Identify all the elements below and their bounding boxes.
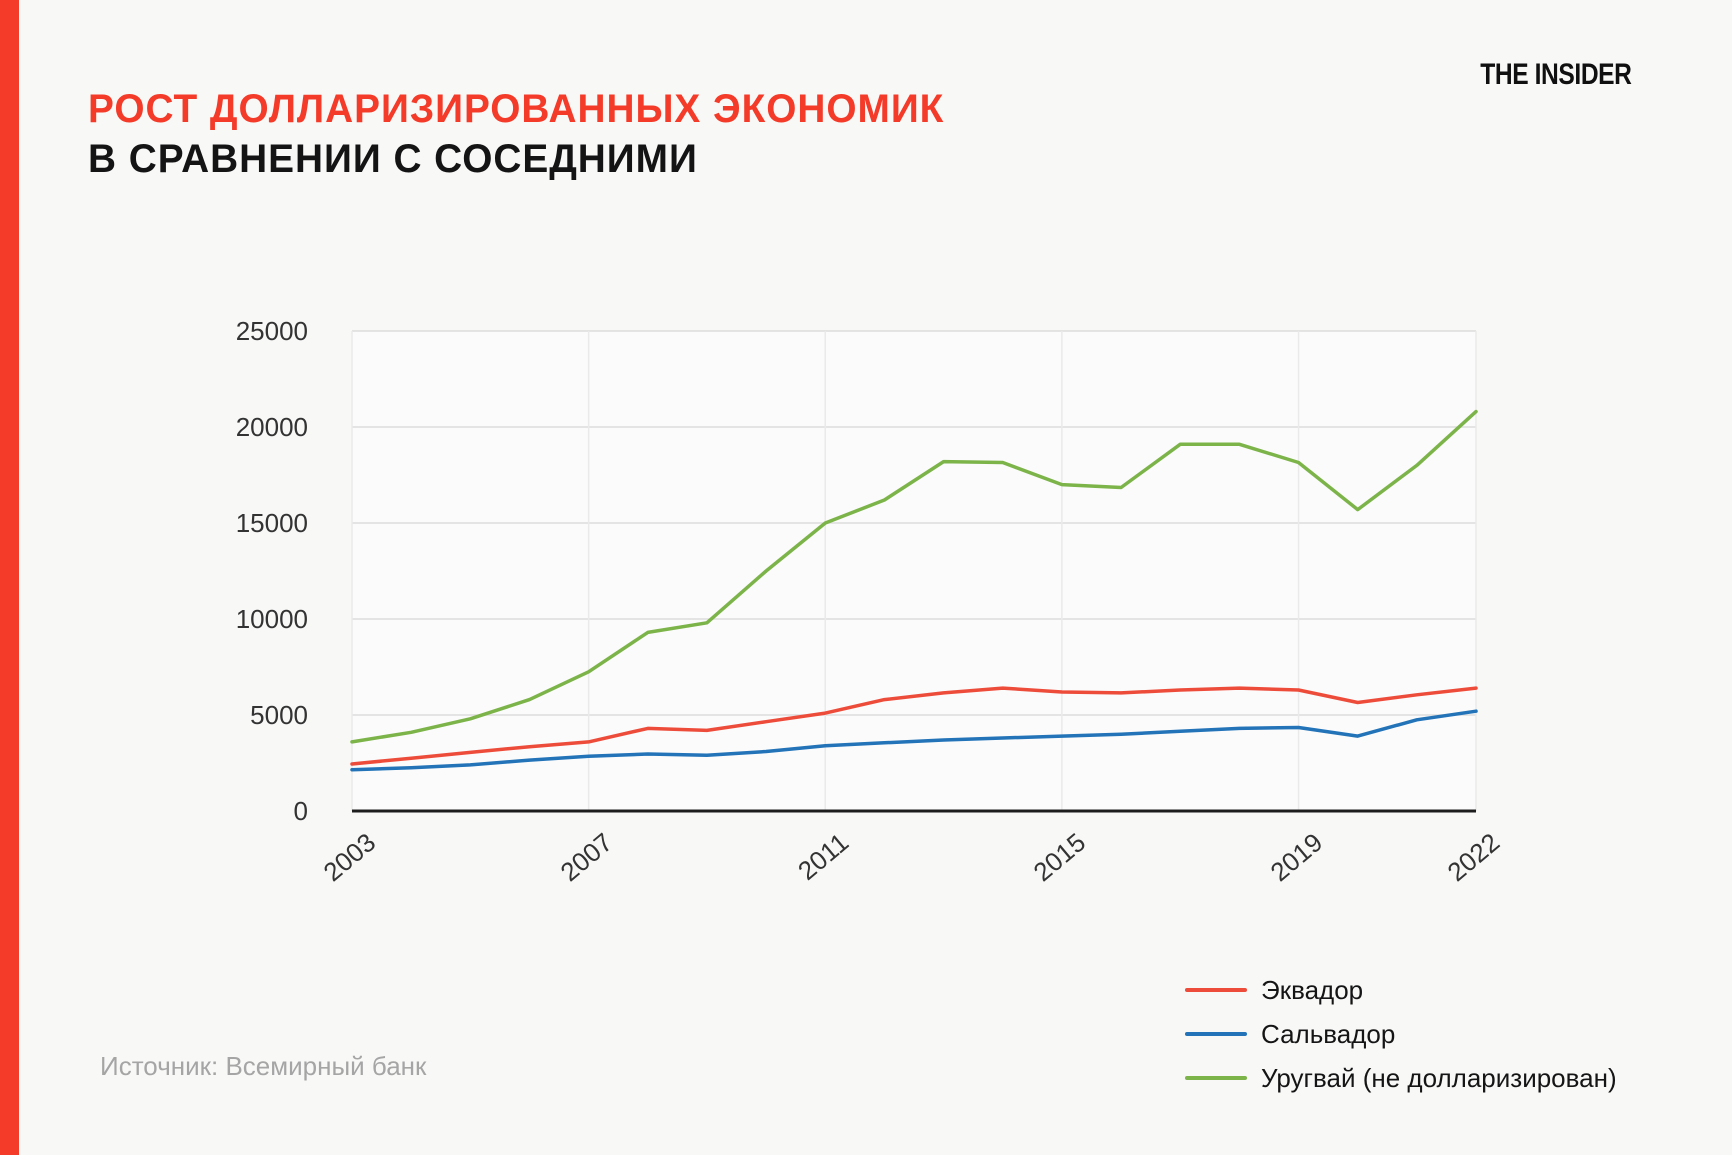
x-tick-label: 2011 bbox=[792, 827, 855, 886]
legend-label: Сальвадор bbox=[1261, 1018, 1396, 1049]
legend: Эквадор Сальвадор Уругвай (не долларизиров… bbox=[1185, 968, 1617, 1100]
left-accent-bar bbox=[0, 0, 19, 1155]
source-note: Источник: Всемирный банк bbox=[100, 1051, 427, 1081]
x-tick-label: 2003 bbox=[317, 827, 382, 888]
y-tick-label: 5000 bbox=[250, 700, 308, 730]
title-line-1: РОСТ ДОЛЛАРИЗИРОВАННЫХ ЭКОНОМИК bbox=[88, 87, 945, 131]
series-line-3 bbox=[350, 409, 1478, 744]
title-line-2: В СРАВНЕНИИ С СОСЕДНИМИ bbox=[88, 137, 698, 181]
plot-canvas bbox=[350, 330, 1478, 813]
x-tick-label: 2022 bbox=[1441, 827, 1506, 888]
y-tick-label: 20000 bbox=[235, 412, 308, 442]
plot-area: 0 5000 10000 15000 20000 25000 2003 2007 2011 20… bbox=[236, 316, 1506, 887]
legend-label: Эквадор bbox=[1261, 974, 1364, 1005]
legend-item: Эквадор bbox=[1185, 968, 1617, 1012]
page-title: РОСТ ДОЛЛАРИЗИРОВАННЫХ ЭКОНОМИК В СРАВНЕ… bbox=[88, 84, 971, 184]
legend-label: Уругвай (не долларизирован) bbox=[1261, 1062, 1617, 1093]
x-tick-label: 2015 bbox=[1027, 827, 1092, 888]
y-tick-label: 25000 bbox=[235, 316, 308, 346]
legend-line-swatch bbox=[1185, 1076, 1247, 1080]
x-tick-label: 2007 bbox=[554, 827, 618, 888]
legend-item: Сальвадор bbox=[1185, 1012, 1617, 1056]
series-line-2 bbox=[350, 709, 1478, 772]
x-tick-label: 2019 bbox=[1264, 827, 1328, 888]
y-tick-label: 10000 bbox=[235, 604, 308, 634]
legend-line-swatch bbox=[1185, 988, 1247, 992]
y-tick-label: 0 bbox=[293, 796, 308, 826]
legend-item: Уругвай (не долларизирован) bbox=[1185, 1056, 1617, 1100]
the-insider-logo: THE INSIDER bbox=[1480, 58, 1633, 91]
legend-line-swatch bbox=[1185, 1032, 1247, 1036]
y-tick-label: 15000 bbox=[235, 508, 308, 538]
series-line-1 bbox=[350, 686, 1478, 766]
